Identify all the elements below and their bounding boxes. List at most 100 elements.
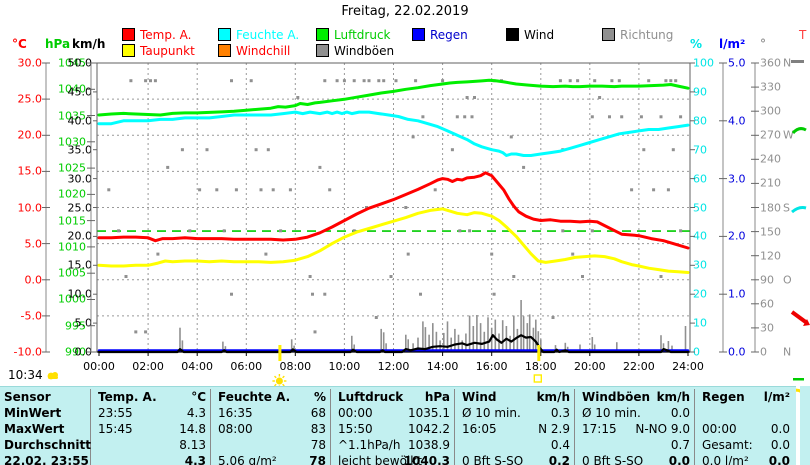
- table-col-header: Feuchte A.: [218, 390, 291, 404]
- humidity-tick: 10: [693, 316, 707, 330]
- direction-tick: 150: [760, 225, 781, 239]
- table-col-header: Wind: [462, 390, 497, 404]
- direction-tick-letter: W: [783, 128, 794, 142]
- wind-axis-header: km/h: [72, 37, 106, 51]
- legend-label: Windböen: [334, 44, 395, 58]
- wind-tick: 15.0: [67, 258, 93, 272]
- legend-swatch: [506, 28, 519, 41]
- pressure-tick: 1045: [58, 56, 86, 70]
- table-cell-info: 0 Bft S-SO: [462, 454, 524, 465]
- direction-tick: 210: [760, 176, 781, 190]
- legend-label: Windchill: [236, 44, 291, 58]
- pressure-tick: 1020: [58, 187, 86, 201]
- table-col-header: Windböen: [582, 390, 650, 404]
- legend-item-regen: Regen: [412, 28, 468, 42]
- pressure-tick: 1015: [58, 214, 86, 228]
- x-axis-label: 02:00: [132, 360, 164, 373]
- sunshine-duration-value: 10:34: [8, 368, 43, 382]
- table-cell-value: N-NO 9.0: [635, 422, 690, 436]
- table-clipped-edge: [800, 386, 810, 465]
- table-cell-info: 16:35: [218, 406, 253, 420]
- temp-tick: 5.0: [24, 237, 43, 251]
- wind-tick: 25.0: [67, 201, 93, 214]
- table-cell-value: 78: [309, 454, 326, 465]
- legend-label: Wind: [524, 28, 555, 42]
- direction-tick: 60: [760, 297, 774, 311]
- table-cell-value: 0.3: [550, 406, 570, 420]
- direction-tick-letter: N: [783, 56, 792, 70]
- humidity-tick: 0: [693, 345, 700, 359]
- table-cell-value: 0.0: [768, 454, 790, 465]
- wind-tick: 10.0: [67, 287, 93, 301]
- table-cell-value: 14.8: [179, 422, 206, 436]
- x-axis-label: 22:00: [623, 360, 655, 373]
- series-taupunkt: [97, 207, 690, 274]
- pressure-tick: 995: [65, 319, 86, 333]
- table-cell-value: 0.7: [670, 438, 690, 452]
- table-cell-info: leicht bewölkt: [338, 454, 422, 465]
- clipped-right-panel-label: T: [799, 28, 807, 42]
- temp-tick: 25.0: [17, 92, 43, 106]
- legend-swatch: [218, 28, 231, 41]
- direction-tick: 330: [760, 80, 781, 94]
- series-luftdruck: [97, 78, 690, 117]
- x-axis-label: 14:00: [426, 360, 459, 373]
- x-axis-label: 00:00: [83, 360, 115, 373]
- table-cell-value: 78: [310, 438, 326, 452]
- legend-swatch: [122, 28, 135, 41]
- direction-tick: 180: [760, 201, 781, 214]
- table-cell-info: Ø 10 min.: [462, 406, 521, 420]
- series-wind: [97, 334, 690, 354]
- direction-tick: 270: [760, 128, 781, 142]
- humidity-tick: 70: [693, 143, 707, 157]
- table-cell-value: 4.3: [186, 406, 206, 420]
- table-cell-info: 0.0 l/m²: [702, 454, 749, 465]
- table-column-separator: [574, 389, 575, 465]
- legend-swatch: [316, 44, 329, 57]
- pressure-tick: 990: [65, 345, 86, 359]
- pressure-tick: 1030: [58, 135, 86, 149]
- table-cell-value: 83: [310, 422, 326, 436]
- direction-tick: 120: [760, 249, 781, 263]
- table-cell-value: 8.13: [179, 438, 206, 452]
- wind-tick: 45.0: [67, 85, 93, 99]
- table-cell-value: 1042.2: [408, 422, 450, 436]
- humidity-tick: 30: [693, 258, 707, 272]
- table-cell-info: 5.06 g/m²: [218, 454, 277, 465]
- legend-label: Temp. A.: [140, 28, 192, 42]
- table-cell-value: 4.3: [184, 454, 206, 465]
- humidity-tick: 60: [693, 172, 707, 186]
- temp-tick: 0.0: [24, 273, 43, 287]
- table-row-label: Sensor: [4, 390, 51, 404]
- x-axis-label: 24:00: [672, 360, 704, 373]
- table-cell-info: 17:15: [582, 422, 617, 436]
- pressure-tick: 1010: [58, 240, 86, 254]
- table-col-header: Regen: [702, 390, 745, 404]
- legend-item-luftdruck: Luftdruck: [316, 28, 391, 42]
- page-title: Freitag, 22.02.2019: [341, 4, 469, 19]
- humidity-tick: 20: [693, 287, 707, 301]
- sunrise-tick: [278, 345, 282, 361]
- direction-tick: 30: [760, 321, 774, 335]
- temp-tick: 10.0: [17, 201, 43, 214]
- legend-item-richtung: Richtung: [602, 28, 674, 42]
- legend-label: Regen: [430, 28, 468, 42]
- table-cell-value: 0.0: [770, 422, 790, 436]
- table-cell-info: 16:05: [462, 422, 497, 436]
- humidity-axis-header: %: [690, 37, 703, 51]
- legend-label: Taupunkt: [140, 44, 195, 58]
- sunset-tick: [537, 345, 541, 361]
- temp-tick: -5.0: [20, 309, 42, 323]
- legend-item-temp-a-: Temp. A.: [122, 28, 192, 42]
- humidity-tick: 50: [693, 201, 707, 214]
- table-column-separator: [694, 389, 695, 465]
- legend-label: Richtung: [620, 28, 674, 42]
- legend-item-windb-en: Windböen: [316, 44, 395, 58]
- table-col-unit: l/m²: [763, 390, 790, 404]
- humidity-tick: 90: [693, 85, 707, 99]
- table-column-separator: [330, 389, 331, 465]
- statistics-table: Sensor MinWert MaxWert Durchschnitt 22.02. 2…: [0, 386, 796, 465]
- temp-tick: 15.0: [17, 164, 43, 178]
- legend-swatch: [122, 44, 135, 57]
